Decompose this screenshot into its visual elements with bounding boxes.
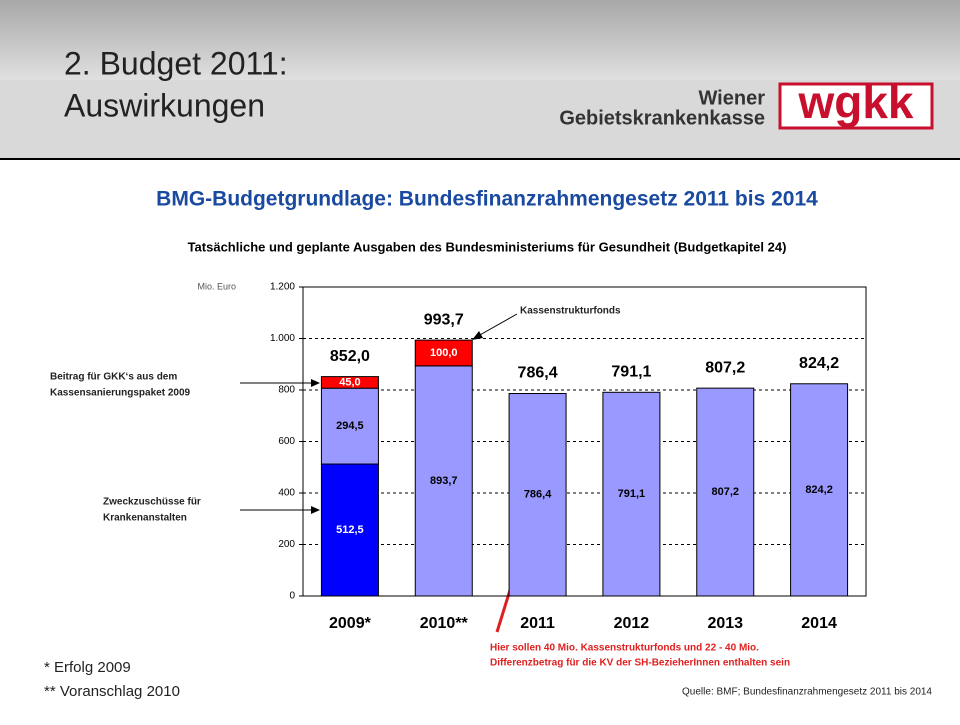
data-label: 100,0 bbox=[430, 347, 458, 359]
header-top bbox=[0, 0, 960, 80]
chart-title: BMG-Budgetgrundlage: Bundesfinanzrahmeng… bbox=[156, 188, 818, 211]
y-tick-label: 800 bbox=[278, 385, 295, 396]
data-label: 893,7 bbox=[430, 475, 458, 487]
x-tick-label: 2014 bbox=[801, 615, 837, 632]
bar-segment bbox=[414, 339, 473, 367]
data-label: 786,4 bbox=[524, 489, 552, 501]
total-label: 824,2 bbox=[799, 355, 839, 372]
bar-segment bbox=[414, 365, 473, 597]
footnote: * Erfolg 2009 bbox=[44, 659, 131, 676]
y-tick-label: 1.200 bbox=[270, 282, 295, 293]
x-tick-label: 2012 bbox=[614, 615, 650, 632]
total-label: 786,4 bbox=[518, 365, 558, 382]
logo-box bbox=[778, 82, 934, 130]
x-tick-label: 2013 bbox=[707, 615, 743, 632]
y-tick-label: 1.000 bbox=[270, 333, 295, 344]
x-tick-label: 2010** bbox=[420, 615, 469, 632]
footnote: ** Voranschlag 2010 bbox=[44, 683, 180, 700]
y-axis-label: Mio. Euro bbox=[197, 281, 236, 291]
arrowhead bbox=[311, 506, 320, 514]
note: Differenzbetrag für die KV der SH-Bezieh… bbox=[490, 658, 790, 669]
y-tick-label: 0 bbox=[289, 591, 295, 602]
plot: 0 200 400 600 800 1.000 1.200 2009* 512,5 294,5 45… bbox=[270, 282, 867, 632]
note: Hier sollen 40 Mio. Kassenstrukturfonds … bbox=[490, 643, 759, 654]
data-label: 45,0 bbox=[339, 376, 360, 388]
annotation: Krankenanstalten bbox=[103, 513, 187, 524]
chart-subtitle: Tatsächliche und geplante Ausgaben des B… bbox=[188, 239, 787, 254]
bar-segment bbox=[602, 391, 661, 597]
arrowhead bbox=[472, 331, 483, 340]
y-tick-label: 200 bbox=[278, 539, 295, 550]
logo-line: Wiener bbox=[698, 87, 765, 109]
total-label: 791,1 bbox=[611, 364, 651, 381]
total-label: 993,7 bbox=[424, 311, 464, 328]
bar-segment bbox=[320, 376, 379, 389]
bar-segment bbox=[508, 393, 567, 597]
data-label: 512,5 bbox=[336, 524, 364, 536]
arrowhead bbox=[311, 379, 320, 387]
data-label: 791,1 bbox=[618, 488, 646, 500]
annotation: Kassenstrukturfonds bbox=[520, 306, 621, 317]
x-tick-label: 2011 bbox=[520, 615, 555, 632]
total-label: 807,2 bbox=[705, 359, 745, 376]
logo-line: Gebietskrankenkasse bbox=[559, 107, 765, 129]
annotation-arrow bbox=[477, 313, 518, 337]
data-label: 294,5 bbox=[336, 420, 364, 432]
data-label: 807,2 bbox=[711, 486, 739, 498]
data-label: 824,2 bbox=[805, 484, 833, 496]
logo-text: wgkk bbox=[797, 76, 913, 128]
total-label: 852,0 bbox=[330, 348, 370, 365]
slide-title: Auswirkungen bbox=[64, 87, 265, 123]
source: Quelle: BMF; Bundesfinanzrahmengesetz 20… bbox=[682, 687, 932, 698]
annotation: Zweckzuschüsse für bbox=[103, 497, 201, 508]
x-tick-label: 2009* bbox=[329, 615, 372, 632]
bar-segment bbox=[790, 383, 849, 597]
y-tick-label: 400 bbox=[278, 488, 295, 499]
y-tick-label: 600 bbox=[278, 436, 295, 447]
annotation: Beitrag für GKK‘s aus dem bbox=[50, 372, 177, 383]
annotation: Kassensanierungspaket 2009 bbox=[50, 388, 191, 399]
bar-segment bbox=[696, 387, 755, 597]
slide-title: 2. Budget 2011: bbox=[64, 45, 288, 81]
